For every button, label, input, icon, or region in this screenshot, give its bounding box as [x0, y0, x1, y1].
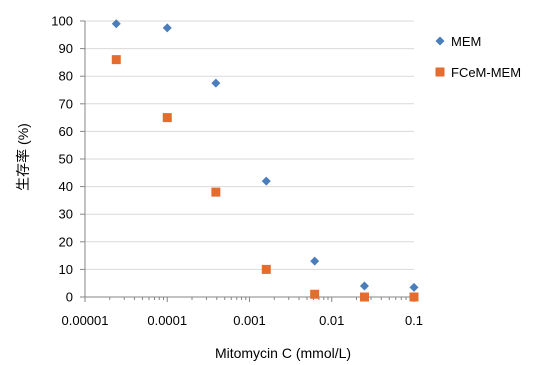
y-tick-label: 20: [59, 234, 73, 249]
y-tick-label: 90: [59, 41, 73, 56]
mem-point: [310, 256, 320, 266]
gridlines: [85, 20, 414, 270]
y-tick-label: 60: [59, 124, 73, 139]
mem-point: [359, 281, 369, 291]
fcem-mem-point: [310, 289, 320, 299]
x-tick-label: 0.01: [319, 313, 344, 328]
y-tick-label: 30: [59, 207, 73, 222]
fcem-mem-point: [409, 292, 419, 302]
fcem-mem-point: [211, 187, 221, 197]
fcem-mem-point: [111, 55, 121, 65]
mem-point: [409, 282, 419, 292]
x-tick-label: 0.1: [405, 313, 423, 328]
y-tick-label: 40: [59, 179, 73, 194]
axes: [80, 20, 415, 302]
mem-point: [261, 176, 271, 186]
mem-point: [211, 78, 221, 88]
legend-label: FCeM-MEM: [451, 65, 521, 80]
y-tick-label: 80: [59, 69, 73, 84]
y-tick-label: 70: [59, 96, 73, 111]
y-axis-title: 生存率 (%): [15, 123, 31, 191]
y-tick-label: 50: [59, 152, 73, 167]
mem-legend-marker: [435, 36, 445, 46]
x-tick-label: 0.00001: [62, 313, 109, 328]
x-tick-label: 0.0001: [147, 313, 187, 328]
fcem-mem-point: [359, 292, 369, 302]
fcem-mem-point: [162, 113, 172, 123]
legend-label: MEM: [451, 34, 481, 49]
x-tick-labels: 0.00001 0.0001 0.001 0.01 0.1: [62, 313, 424, 328]
y-tick-label: 100: [51, 14, 73, 29]
mem-point: [111, 19, 121, 29]
y-tick-label: 0: [66, 290, 73, 305]
x-axis-title: Mitomycin C (mmol/L): [215, 345, 351, 361]
y-tick-label: 10: [59, 262, 73, 277]
x-tick-label: 0.001: [233, 313, 266, 328]
y-tick-labels: 0 10 20 30 40 50 60 70 80 90 100: [51, 14, 73, 305]
mem-point: [162, 23, 172, 33]
legend: MEM FCeM-MEM: [435, 34, 521, 80]
fcem-mem-point: [261, 264, 271, 274]
data-points: [111, 19, 419, 302]
fcem-mem-legend-marker: [435, 67, 445, 77]
